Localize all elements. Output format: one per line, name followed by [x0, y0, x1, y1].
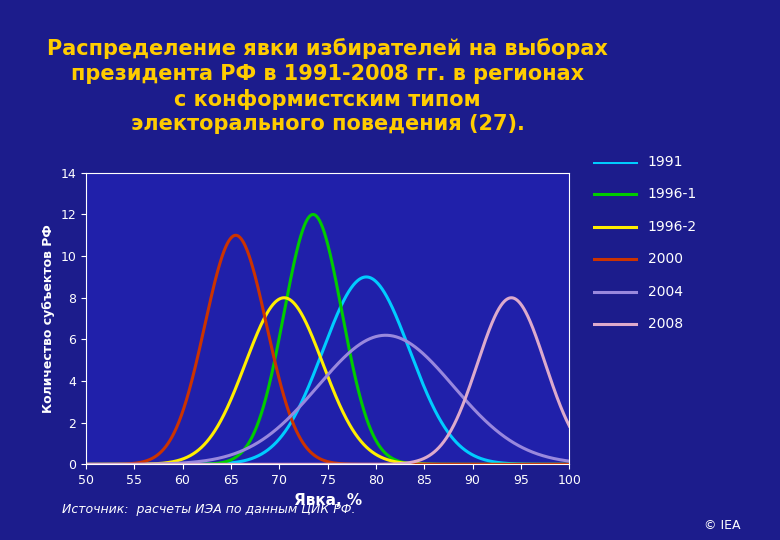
Line: 2008: 2008 [86, 298, 569, 464]
1996-2 [279, 294, 289, 301]
2004 [316, 379, 325, 386]
2008 [106, 461, 115, 468]
1991 [303, 384, 313, 391]
X-axis label: Явка, %: Явка, % [293, 492, 362, 508]
2000 [551, 461, 560, 468]
1996-2 [81, 461, 90, 468]
2000 [303, 447, 313, 453]
Line: 1996-2: 1996-2 [86, 298, 569, 464]
Text: 1996-2: 1996-2 [647, 220, 697, 234]
1991 [462, 448, 471, 455]
2008 [565, 423, 574, 429]
Text: 1991: 1991 [647, 155, 683, 169]
2000 [565, 461, 574, 468]
2004 [381, 332, 390, 339]
1996-1 [565, 461, 574, 468]
Text: 2008: 2008 [647, 318, 682, 332]
1991 [551, 461, 560, 468]
1991 [106, 461, 115, 468]
Y-axis label: Количество субъектов РФ: Количество субъектов РФ [41, 224, 55, 413]
1996-1 [106, 461, 115, 468]
Line: 1991: 1991 [86, 277, 569, 464]
1991 [316, 352, 325, 359]
1996-1 [551, 461, 560, 468]
1996-2 [106, 461, 115, 468]
2004 [551, 456, 560, 462]
2000 [106, 461, 115, 468]
2000 [81, 461, 90, 468]
2004 [462, 398, 471, 404]
1996-1 [317, 221, 326, 227]
Line: 2000: 2000 [86, 235, 569, 464]
Text: © IEA: © IEA [704, 519, 741, 532]
2000 [231, 232, 240, 239]
2004 [81, 461, 90, 468]
Text: Источник:  расчеты ИЭА по данным ЦИК РФ.: Источник: расчеты ИЭА по данным ЦИК РФ. [62, 503, 356, 516]
Text: 2000: 2000 [647, 253, 682, 266]
2000 [462, 461, 471, 468]
1991 [361, 274, 370, 280]
1996-2 [551, 461, 560, 468]
2004 [106, 461, 115, 468]
1991 [81, 461, 90, 468]
2008 [551, 390, 560, 397]
1996-1 [303, 215, 313, 221]
1996-1 [462, 461, 471, 468]
Line: 1996-1: 1996-1 [86, 214, 569, 464]
1996-2 [462, 461, 471, 468]
2008 [507, 294, 516, 301]
2008 [462, 392, 471, 398]
1996-2 [551, 461, 560, 468]
1991 [565, 461, 574, 468]
2008 [303, 461, 313, 468]
2004 [565, 458, 574, 464]
1996-1 [81, 461, 90, 468]
2000 [317, 456, 326, 463]
Line: 2004: 2004 [86, 335, 569, 464]
1996-1 [551, 461, 560, 468]
2008 [81, 461, 90, 468]
1996-1 [309, 211, 318, 218]
2000 [551, 461, 560, 468]
2008 [316, 461, 325, 468]
2004 [551, 456, 560, 462]
Text: 1996-1: 1996-1 [647, 187, 697, 201]
1996-2 [303, 325, 313, 331]
2008 [551, 389, 560, 396]
Text: 2004: 2004 [647, 285, 682, 299]
1996-2 [565, 461, 574, 468]
2004 [303, 394, 313, 401]
1996-2 [317, 356, 326, 362]
1991 [551, 461, 560, 468]
Text: Распределение явки избирателей на выборах
президента РФ в 1991-2008 гг. в регион: Распределение явки избирателей на выбора… [47, 38, 608, 134]
